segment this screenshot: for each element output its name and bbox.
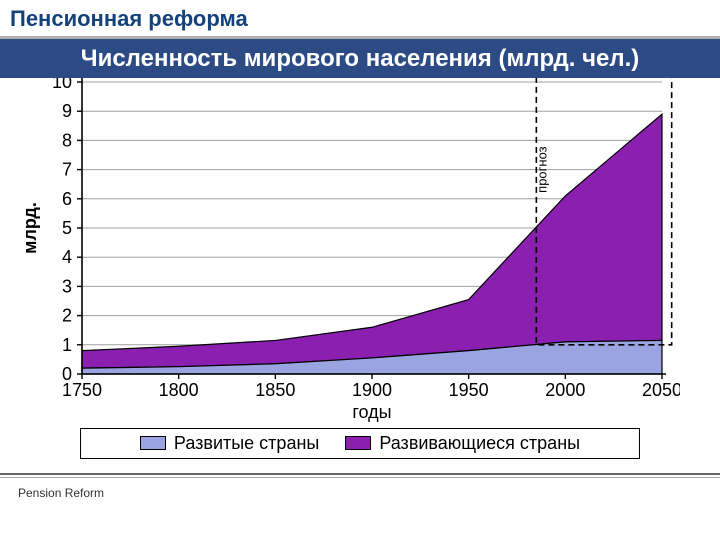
footer-rule <box>0 473 720 475</box>
population-area-chart: прогноз012345678910175018001850190019502… <box>20 64 680 424</box>
svg-text:1800: 1800 <box>159 380 199 400</box>
svg-text:5: 5 <box>62 218 72 238</box>
svg-text:1: 1 <box>62 335 72 355</box>
svg-text:1750: 1750 <box>62 380 102 400</box>
legend-item-developed: Развитые страны <box>140 433 319 454</box>
svg-text:2: 2 <box>62 305 72 325</box>
legend: Развитые страны Развивающиеся страны <box>80 428 640 459</box>
chart-title: Численность мирового населения (млрд. че… <box>0 39 720 78</box>
svg-text:4: 4 <box>62 247 72 267</box>
svg-text:6: 6 <box>62 189 72 209</box>
svg-text:прогноз: прогноз <box>534 146 549 193</box>
legend-item-developing: Развивающиеся страны <box>345 433 580 454</box>
legend-label: Развитые страны <box>174 433 319 454</box>
svg-text:1900: 1900 <box>352 380 392 400</box>
svg-text:8: 8 <box>62 130 72 150</box>
svg-text:млрд.: млрд. <box>20 202 40 254</box>
footer-text: Pension Reform <box>0 478 720 508</box>
svg-text:1950: 1950 <box>449 380 489 400</box>
svg-text:3: 3 <box>62 276 72 296</box>
svg-text:2050: 2050 <box>642 380 680 400</box>
svg-text:2000: 2000 <box>545 380 585 400</box>
legend-swatch <box>345 436 371 450</box>
legend-label: Развивающиеся страны <box>379 433 580 454</box>
chart-container: прогноз012345678910175018001850190019502… <box>20 64 700 459</box>
svg-text:1850: 1850 <box>255 380 295 400</box>
svg-text:годы: годы <box>352 402 391 422</box>
svg-text:7: 7 <box>62 159 72 179</box>
svg-text:9: 9 <box>62 101 72 121</box>
legend-swatch <box>140 436 166 450</box>
page-title: Пенсионная реформа <box>0 0 720 36</box>
